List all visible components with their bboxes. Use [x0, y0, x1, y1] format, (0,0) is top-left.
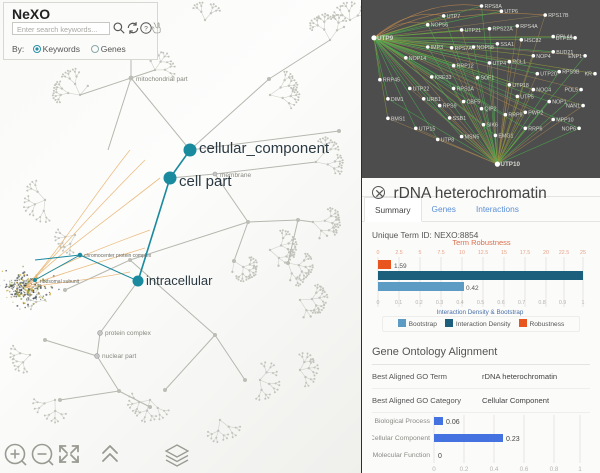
svg-text:UTP10: UTP10 — [500, 161, 520, 168]
svg-text:0.2: 0.2 — [415, 300, 422, 306]
svg-text:NOP6: NOP6 — [562, 126, 576, 132]
svg-text:UTP15: UTP15 — [419, 126, 436, 132]
svg-text:RPS8A: RPS8A — [485, 4, 503, 10]
svg-text:chromocenter protein complex: chromocenter protein complex — [84, 253, 152, 259]
svg-text:10: 10 — [459, 250, 465, 256]
svg-text:1.59: 1.59 — [394, 263, 407, 270]
svg-text:KR: KR — [585, 72, 593, 78]
svg-text:protein complex: protein complex — [105, 330, 152, 337]
svg-text:mitochondrial part: mitochondrial part — [136, 76, 188, 83]
svg-text:QIP2: QIP2 — [485, 107, 497, 113]
svg-text:UTP18: UTP18 — [512, 83, 529, 89]
svg-text:RPS9: RPS9 — [443, 104, 457, 110]
svg-text:0.42: 0.42 — [466, 285, 479, 292]
svg-text:IMP3: IMP3 — [431, 45, 443, 51]
svg-text:?: ? — [144, 26, 148, 33]
svg-text:Interaction Density & Bootstra: Interaction Density & Bootstrap — [437, 309, 524, 316]
svg-text:RPS22A: RPS22A — [493, 27, 514, 33]
svg-text:RRP12: RRP12 — [457, 64, 474, 70]
svg-text:UTP21: UTP21 — [465, 28, 482, 34]
svg-text:UTP5: UTP5 — [520, 94, 534, 100]
svg-text:0.8: 0.8 — [538, 300, 545, 306]
svg-text:UTP6: UTP6 — [504, 9, 518, 15]
svg-text:UTP4: UTP4 — [493, 61, 507, 67]
svg-text:0: 0 — [377, 300, 380, 306]
svg-text:NOP56: NOP56 — [431, 23, 448, 29]
svg-text:ribosomal subunit: ribosomal subunit — [40, 279, 80, 285]
svg-text:0: 0 — [432, 466, 436, 473]
svg-text:12.5: 12.5 — [478, 250, 488, 256]
svg-text:1: 1 — [582, 300, 585, 306]
svg-text:SSA1: SSA1 — [500, 42, 514, 48]
svg-text:0.23: 0.23 — [506, 436, 520, 443]
svg-text:17.5: 17.5 — [520, 250, 530, 256]
svg-text:5: 5 — [419, 250, 422, 256]
svg-text:NAN1: NAN1 — [566, 104, 580, 110]
svg-text:DIM1: DIM1 — [391, 97, 404, 103]
svg-text:SOF1: SOF1 — [481, 76, 495, 82]
svg-text:0.4: 0.4 — [490, 466, 499, 473]
svg-text:Biological Process: Biological Process — [374, 418, 430, 425]
svg-text:0.5: 0.5 — [477, 300, 484, 306]
svg-text:EMG1: EMG1 — [498, 133, 513, 139]
svg-text:0.6: 0.6 — [497, 300, 504, 306]
svg-text:UTP13: UTP13 — [556, 36, 573, 42]
svg-text:NOP14: NOP14 — [409, 56, 426, 62]
svg-text:22.5: 22.5 — [559, 250, 569, 256]
svg-text:0: 0 — [377, 250, 380, 256]
svg-text:RPS4A: RPS4A — [520, 24, 538, 30]
svg-text:HSC82: HSC82 — [524, 38, 541, 44]
svg-text:MPP10: MPP10 — [556, 118, 573, 124]
svg-text:1: 1 — [578, 466, 582, 473]
svg-text:0.7: 0.7 — [518, 300, 525, 306]
svg-text:UTP8: UTP8 — [441, 137, 455, 143]
svg-text:NOP1: NOP1 — [552, 100, 566, 106]
svg-text:UTP7: UTP7 — [447, 14, 461, 20]
svg-text:intracellular: intracellular — [146, 273, 213, 288]
svg-text:Cellular Component: Cellular Component — [372, 435, 430, 442]
svg-text:RPS9B: RPS9B — [562, 70, 580, 76]
svg-text:RRP6: RRP6 — [528, 126, 542, 132]
svg-text:0.3: 0.3 — [436, 300, 443, 306]
svg-text:0.2: 0.2 — [460, 466, 469, 473]
svg-text:RPS1A: RPS1A — [457, 86, 475, 92]
svg-text:UTP20: UTP20 — [540, 72, 557, 78]
svg-text:NOP58: NOP58 — [477, 45, 494, 51]
svg-text:UTP9: UTP9 — [377, 35, 394, 42]
svg-text:BMS1: BMS1 — [391, 116, 405, 122]
svg-text:0.8: 0.8 — [550, 466, 559, 473]
svg-text:cellular_component: cellular_component — [199, 140, 330, 157]
svg-text:25: 25 — [580, 250, 586, 256]
svg-text:PWP2: PWP2 — [528, 110, 543, 116]
svg-text:ENP1: ENP1 — [568, 54, 582, 60]
svg-text:URB1: URB1 — [427, 97, 441, 103]
svg-text:NOC4: NOC4 — [536, 88, 551, 94]
svg-text:UTP22: UTP22 — [413, 86, 430, 92]
svg-text:20: 20 — [543, 250, 549, 256]
svg-text:0.6: 0.6 — [520, 466, 529, 473]
svg-text:0.4: 0.4 — [456, 300, 463, 306]
svg-text:0.06: 0.06 — [446, 419, 460, 426]
svg-text:2.5: 2.5 — [395, 250, 402, 256]
svg-text:Molecular Function: Molecular Function — [373, 452, 431, 459]
svg-text:15: 15 — [501, 250, 507, 256]
svg-text:SSB1: SSB1 — [453, 116, 467, 122]
svg-text:0.1: 0.1 — [395, 300, 402, 306]
svg-text:NOP4: NOP4 — [536, 54, 550, 60]
svg-text:CBF5: CBF5 — [467, 100, 481, 106]
svg-text:RCL1: RCL1 — [512, 60, 526, 66]
svg-text:RPS17B: RPS17B — [548, 13, 569, 19]
svg-text:RRP9: RRP9 — [508, 113, 522, 119]
svg-text:RRP45: RRP45 — [383, 78, 400, 84]
svg-text:SIK6: SIK6 — [487, 123, 499, 129]
svg-text:0: 0 — [438, 453, 442, 460]
svg-text:0.9: 0.9 — [559, 300, 566, 306]
svg-text:POL5: POL5 — [565, 88, 579, 94]
svg-text:MSN5: MSN5 — [465, 135, 480, 141]
svg-text:KRE33: KRE33 — [435, 75, 452, 81]
svg-text:nuclear part: nuclear part — [102, 353, 137, 360]
svg-text:cell part: cell part — [179, 173, 232, 190]
svg-text:RPS7A: RPS7A — [455, 46, 473, 52]
svg-text:7.5: 7.5 — [437, 250, 444, 256]
